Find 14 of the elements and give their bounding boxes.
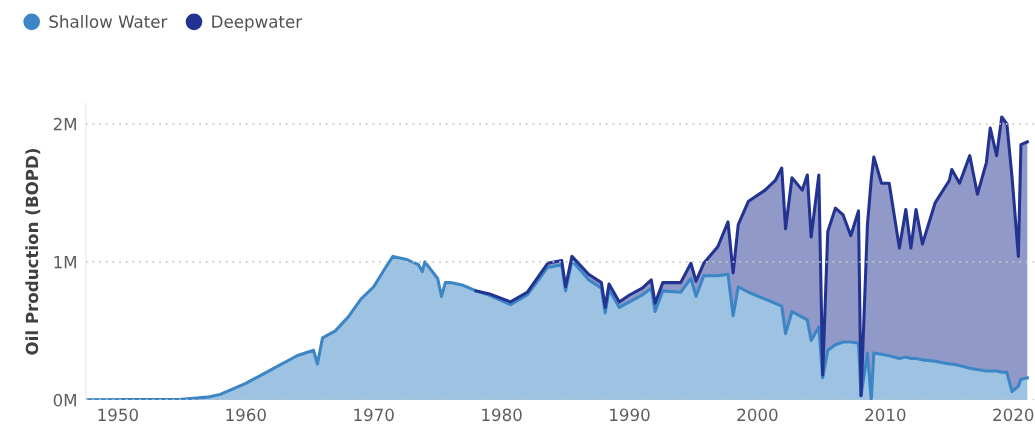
y-tick-label: 2M — [53, 117, 76, 131]
x-tick-label: 2000 — [737, 408, 778, 422]
x-tick-label: 2020 — [993, 408, 1034, 422]
y-axis-title: Oil Production (BOPD) — [25, 149, 41, 355]
x-tick-label: 1970 — [354, 408, 394, 422]
x-tick-label: 1960 — [226, 408, 266, 422]
x-tick-label: 1980 — [482, 408, 522, 422]
x-tick-label: 2010 — [865, 408, 906, 422]
y-tick-label: 0M — [53, 393, 76, 407]
legend-label: Deepwater — [212, 15, 303, 32]
x-tick-label: 1950 — [98, 408, 138, 422]
legend-label: Shallow Water — [49, 15, 168, 28]
y-tick-label: 1M — [54, 256, 76, 269]
x-tick-label: 1990 — [610, 408, 650, 422]
